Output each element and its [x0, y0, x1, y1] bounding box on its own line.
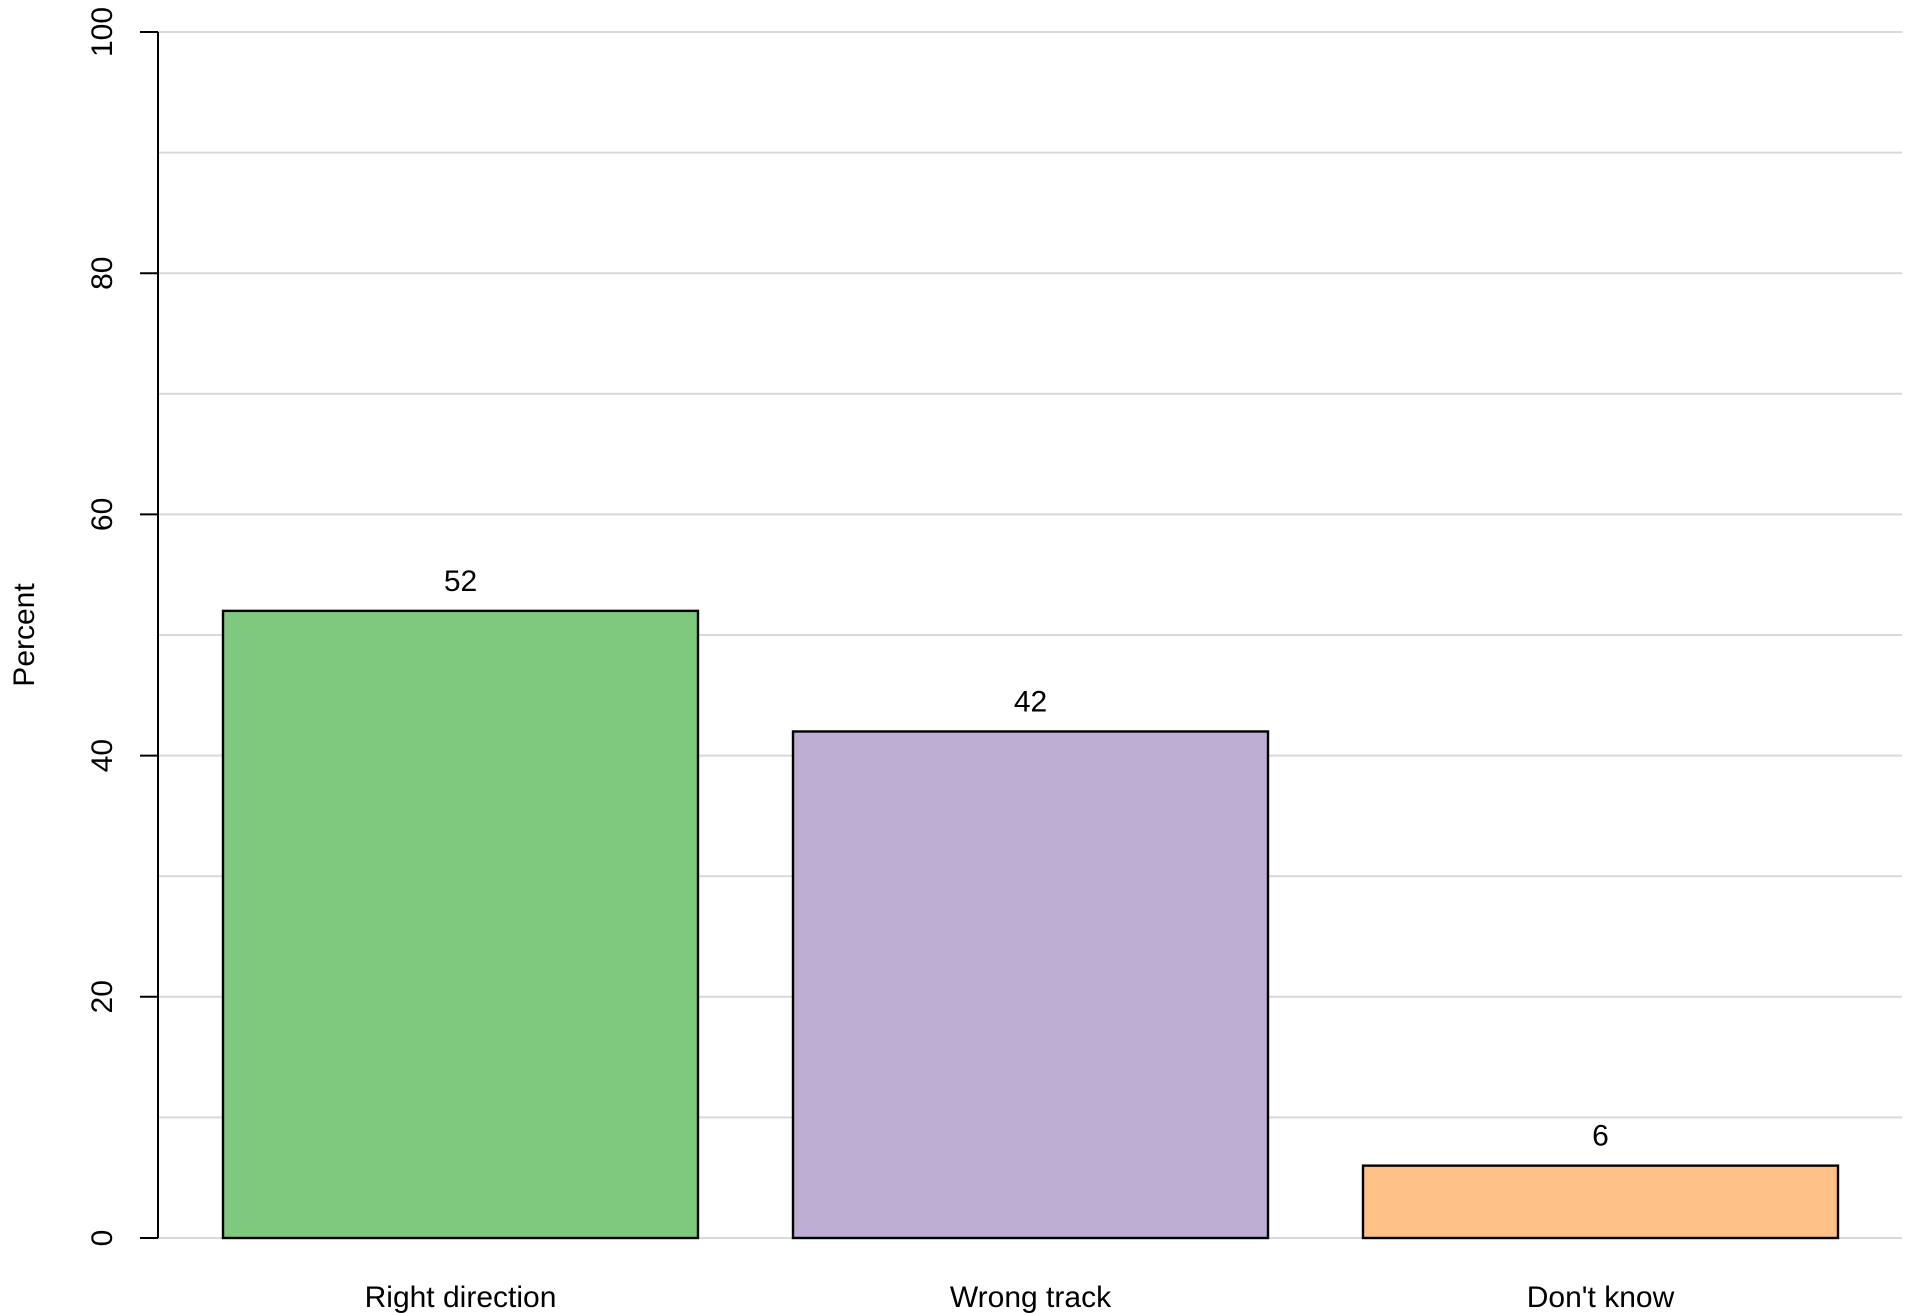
bar: [791, 730, 1270, 1240]
y-tick-label: 40: [86, 739, 119, 772]
y-tick-label: 100: [86, 7, 119, 57]
x-tick-label: Right direction: [365, 1281, 557, 1313]
y-tick-label: 80: [86, 257, 119, 290]
y-tick-label: 60: [86, 498, 119, 531]
x-tick-label: Don't know: [1527, 1281, 1675, 1313]
data-label: 42: [1014, 685, 1047, 718]
x-axis-labels: Right direction Wrong track Don't know: [365, 1281, 1675, 1313]
y-axis: 0 20 40 60 80 100: [86, 7, 159, 1246]
y-axis-title: Percent: [8, 583, 41, 687]
y-ticks: 0 20 40 60 80 100: [86, 7, 158, 1246]
data-label: 6: [1592, 1120, 1609, 1153]
bar: [221, 609, 700, 1240]
data-label: 52: [444, 565, 477, 598]
y-tick-label: 0: [86, 1230, 119, 1247]
bars: [221, 609, 1840, 1240]
y-tick-label: 20: [86, 980, 119, 1013]
bar: [1361, 1164, 1840, 1240]
x-tick-label: Wrong track: [950, 1281, 1112, 1313]
data-labels: 52 42 6: [444, 565, 1609, 1153]
